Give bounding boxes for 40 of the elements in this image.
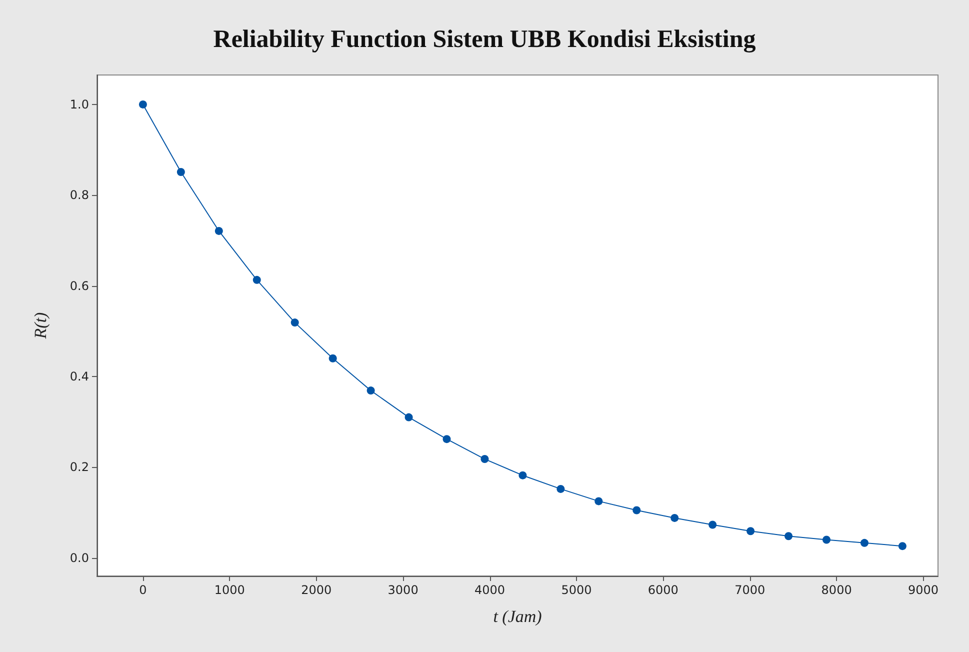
x-tick-label: 3000: [388, 583, 418, 597]
x-tick-label: 2000: [301, 583, 332, 597]
y-axis-title: R(t): [31, 312, 50, 340]
point: [290, 318, 299, 327]
point: [594, 497, 603, 506]
y-tick-label: 0.0: [70, 550, 89, 565]
point: [708, 520, 717, 529]
point: [442, 435, 451, 444]
x-tick-label: 6000: [648, 583, 678, 597]
point: [898, 542, 906, 550]
y-tick-label: 0.4: [70, 370, 89, 384]
point: [480, 455, 489, 464]
point: [784, 532, 793, 540]
x-tick-label: 9000: [908, 583, 939, 597]
y-tick-label: 0.6: [70, 278, 89, 293]
point: [404, 413, 413, 422]
x-tick-label: 5000: [561, 583, 592, 597]
point: [822, 536, 831, 544]
x-tick-label: 0: [139, 583, 147, 597]
y-tick-label: 1.0: [70, 97, 89, 112]
point: [214, 226, 223, 235]
point: [746, 527, 755, 536]
point: [632, 506, 641, 514]
x-axis-title: t (Jam): [493, 607, 542, 626]
y-tick-label: 0.8: [70, 188, 89, 202]
x-tick-label: 8000: [821, 583, 852, 597]
point: [518, 471, 527, 480]
point: [860, 538, 868, 547]
x-tick-label: 7000: [734, 583, 766, 597]
y-tick-label: 0.2: [70, 460, 89, 474]
point: [176, 168, 185, 176]
x-tick-label: 1000: [214, 583, 245, 597]
point: [366, 386, 375, 395]
point: [670, 514, 679, 522]
point: [138, 100, 147, 108]
chart-title: Reliability Function Sistem UBB Kondisi Eksisting: [213, 26, 756, 53]
point: [252, 276, 261, 284]
x-tick-label: 4000: [474, 583, 506, 597]
point: [328, 354, 337, 362]
point: [556, 484, 565, 493]
